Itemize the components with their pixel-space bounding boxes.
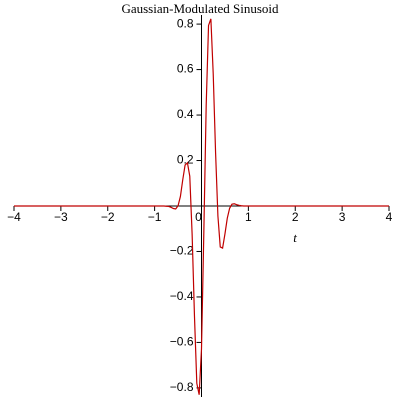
x-tick-label: −3	[54, 210, 68, 224]
x-tick-label: −1	[148, 210, 162, 224]
x-tick-label: −4	[7, 210, 21, 224]
y-tick-label: 0.8	[177, 16, 194, 30]
y-tick-label: −0.8	[170, 380, 194, 394]
y-tick-label: −0.2	[170, 244, 194, 258]
y-tick-label: 0.2	[177, 153, 194, 167]
x-tick-label: 2	[292, 210, 299, 224]
x-tick-label: 0	[195, 210, 202, 224]
line	[14, 18, 389, 395]
chart-title: Gaussian-Modulated Sinusoid	[121, 1, 279, 16]
y-tick-label: 0.4	[177, 107, 194, 121]
x-tick-label: 3	[339, 210, 346, 224]
x-tick-label: 4	[386, 210, 393, 224]
y-tick-label: 0.6	[177, 62, 194, 76]
y-tick-label: −0.4	[170, 289, 194, 303]
x-tick-label: 1	[245, 210, 252, 224]
x-tick-label: −2	[101, 210, 115, 224]
y-tick-label: −0.6	[170, 335, 194, 349]
x-axis-label: t	[293, 230, 297, 245]
